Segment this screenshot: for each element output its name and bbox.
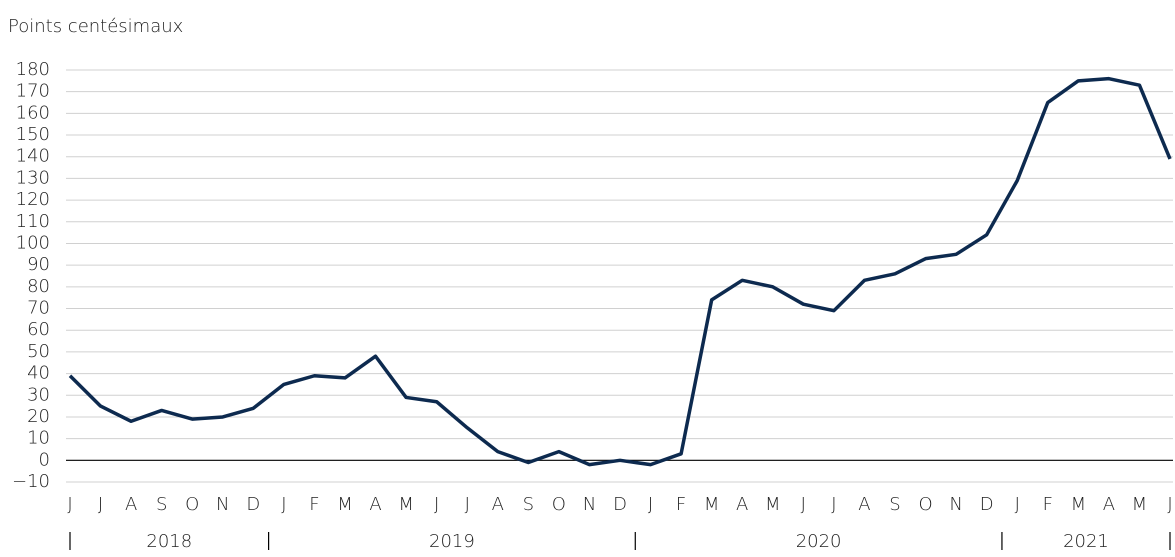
x-tick-label: N bbox=[583, 494, 596, 515]
x-tick-label: D bbox=[613, 494, 627, 515]
x-tick-label: O bbox=[918, 494, 932, 515]
y-tick-label: 60 bbox=[27, 319, 50, 340]
x-tick-label: S bbox=[889, 494, 900, 515]
year-label: 2021 bbox=[1063, 531, 1109, 552]
x-tick-label: J bbox=[67, 494, 72, 515]
year-label: 2019 bbox=[429, 531, 475, 552]
x-tick-label: D bbox=[246, 494, 260, 515]
x-tick-label: A bbox=[125, 494, 137, 515]
x-tick-label: A bbox=[492, 494, 504, 515]
y-tick-label: 0 bbox=[39, 449, 50, 470]
y-tick-label: 80 bbox=[27, 276, 50, 297]
y-tick-label: 100 bbox=[16, 232, 50, 253]
x-tick-label: M bbox=[704, 494, 720, 515]
x-tick-label: J bbox=[281, 494, 286, 515]
y-tick-label: 160 bbox=[16, 102, 50, 123]
data-line bbox=[68, 76, 1172, 467]
chart-title: Points centésimaux bbox=[8, 16, 183, 37]
x-tick-label: D bbox=[980, 494, 994, 515]
x-tick-label: F bbox=[1043, 494, 1053, 515]
x-tick-label: S bbox=[156, 494, 167, 515]
x-tick-label: M bbox=[337, 494, 353, 515]
y-tick-label: 10 bbox=[27, 428, 50, 449]
y-tick-label: 90 bbox=[27, 254, 50, 275]
y-tick-label: 30 bbox=[27, 384, 50, 405]
y-tick-label: 130 bbox=[16, 167, 50, 188]
y-tick-label: 50 bbox=[27, 341, 50, 362]
y-tick-label: 150 bbox=[16, 124, 50, 145]
x-tick-label: M bbox=[765, 494, 781, 515]
y-tick-label: 170 bbox=[16, 81, 50, 102]
year-label: 2020 bbox=[796, 531, 842, 552]
x-tick-label: O bbox=[552, 494, 566, 515]
x-tick-label: O bbox=[185, 494, 199, 515]
year-label: 2018 bbox=[146, 531, 192, 552]
x-tick-label: J bbox=[648, 494, 653, 515]
x-tick-label: M bbox=[1071, 494, 1087, 515]
x-tick-label: J bbox=[98, 494, 103, 515]
x-tick-label: A bbox=[858, 494, 870, 515]
y-tick-label: 140 bbox=[16, 146, 50, 167]
x-tick-label: S bbox=[523, 494, 534, 515]
y-tick-label: 180 bbox=[16, 59, 50, 80]
x-tick-label: F bbox=[676, 494, 686, 515]
x-tick-label: J bbox=[801, 494, 806, 515]
y-tick-label: 120 bbox=[16, 189, 50, 210]
x-tick-label: J bbox=[434, 494, 439, 515]
x-tick-label: J bbox=[465, 494, 470, 515]
x-tick-label: A bbox=[369, 494, 381, 515]
x-tick-label: F bbox=[309, 494, 319, 515]
x-tick-label: J bbox=[1015, 494, 1020, 515]
x-tick-label: J bbox=[1167, 494, 1172, 515]
x-tick-label: A bbox=[736, 494, 748, 515]
y-tick-label: 40 bbox=[27, 363, 50, 384]
x-tick-label: N bbox=[949, 494, 962, 515]
x-tick-label: M bbox=[1132, 494, 1148, 515]
y-tick-label: 110 bbox=[16, 211, 50, 232]
x-tick-label: N bbox=[216, 494, 229, 515]
y-tick-label: 70 bbox=[27, 298, 50, 319]
y-tick-label: 20 bbox=[27, 406, 50, 427]
x-tick-label: J bbox=[831, 494, 836, 515]
y-tick-label: −10 bbox=[12, 471, 50, 492]
x-tick-label: M bbox=[398, 494, 414, 515]
x-tick-label: A bbox=[1103, 494, 1115, 515]
